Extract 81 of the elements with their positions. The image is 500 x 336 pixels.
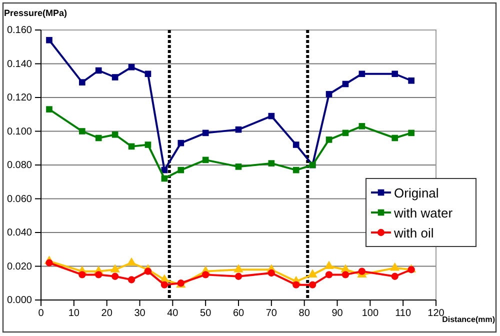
x-tick-label: 70 <box>266 308 278 320</box>
point <box>392 134 398 142</box>
point <box>292 166 300 174</box>
point <box>268 160 275 166</box>
y-tick-label: 0.040 <box>6 228 32 239</box>
x-tick-label: 90 <box>332 308 344 320</box>
point <box>112 131 118 138</box>
y-tick-label: 0.060 <box>6 194 32 205</box>
point <box>144 268 152 275</box>
point <box>144 70 152 78</box>
point <box>358 268 366 275</box>
y-axis-title: Pressure(MPa) <box>4 8 68 18</box>
point <box>95 67 102 74</box>
point <box>128 143 135 150</box>
y-tick-label: 0.080 <box>6 160 32 172</box>
y-tick-label: 0.020 <box>6 261 32 272</box>
point <box>408 77 414 84</box>
point <box>342 80 349 88</box>
point <box>46 106 52 112</box>
point <box>78 79 86 86</box>
legend-label: Original <box>394 186 439 200</box>
legend-label: with water <box>393 206 454 220</box>
point <box>160 281 168 288</box>
x-tick-label: 10 <box>68 308 80 320</box>
x-tick-label: 0 <box>38 308 44 320</box>
point <box>202 271 210 278</box>
point <box>358 70 366 78</box>
x-tick-label: 30 <box>134 308 146 320</box>
point <box>268 269 275 277</box>
point <box>391 272 398 280</box>
point <box>112 74 118 80</box>
point <box>95 271 102 278</box>
point <box>178 140 184 146</box>
x-tick-label: 60 <box>232 308 244 320</box>
point <box>178 166 184 174</box>
point <box>128 64 135 70</box>
point <box>342 130 349 136</box>
point <box>326 90 332 98</box>
point <box>144 142 152 148</box>
y-tick-label: 0.160 <box>6 25 32 36</box>
point <box>234 272 242 280</box>
point <box>325 271 333 278</box>
point <box>78 128 86 134</box>
point <box>324 260 334 270</box>
y-tick-label: 0.140 <box>6 58 32 70</box>
point <box>308 269 318 278</box>
point <box>408 130 414 136</box>
point <box>235 126 242 133</box>
point <box>111 272 119 280</box>
point <box>292 281 300 288</box>
point <box>326 136 332 143</box>
legend-label: with oil <box>393 226 434 240</box>
point <box>358 123 366 130</box>
x-tick-label: 40 <box>167 308 179 320</box>
point <box>392 70 398 78</box>
x-tick-label: 50 <box>200 308 212 320</box>
x-tick-label: 110 <box>395 308 412 320</box>
x-tick-label: 80 <box>298 308 310 320</box>
point <box>342 271 350 278</box>
point <box>128 276 136 284</box>
point <box>126 257 136 266</box>
point <box>202 130 209 136</box>
x-tick-label: 20 <box>101 308 113 320</box>
point <box>234 264 244 272</box>
y-tick-label: 0.120 <box>6 92 32 104</box>
x-axis-title: Distance(mm) <box>442 315 496 324</box>
point <box>292 142 300 148</box>
point <box>235 164 242 170</box>
point <box>78 271 86 278</box>
y-tick-label: 0.100 <box>6 126 32 138</box>
point <box>268 112 275 120</box>
point <box>46 259 53 266</box>
point <box>95 134 102 142</box>
point <box>202 156 209 164</box>
point <box>161 175 168 182</box>
point <box>308 281 316 288</box>
x-tick-label: 100 <box>362 308 379 320</box>
point <box>46 36 52 44</box>
point <box>390 262 400 271</box>
y-tick-label: 0.000 <box>6 295 32 306</box>
point <box>110 264 120 272</box>
